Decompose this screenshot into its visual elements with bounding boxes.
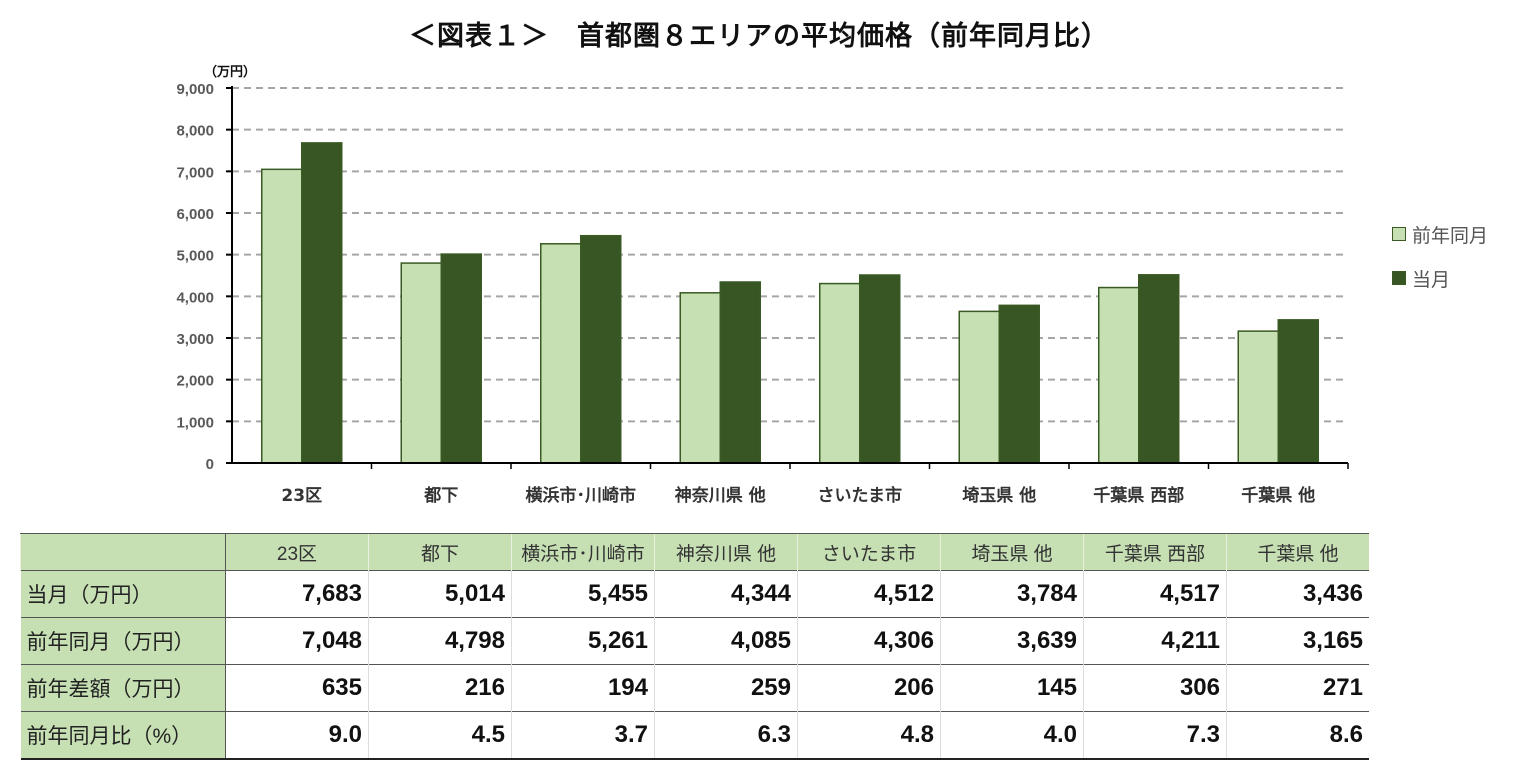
row-label: 当月（万円）	[20, 570, 226, 618]
table-cell: 7.3	[1083, 711, 1227, 759]
table-cell: 271	[1226, 664, 1369, 712]
table-cell: 9.0	[225, 711, 369, 759]
x-tick-label: 埼玉県 他	[962, 485, 1036, 506]
legend-swatch	[1392, 227, 1406, 241]
y-tick-label: 3,000	[176, 331, 214, 348]
table-cell: 7,683	[225, 570, 369, 618]
column-header: 横浜市･川崎市	[511, 533, 655, 571]
table-cell: 3,165	[1226, 617, 1369, 665]
bar	[400, 262, 442, 464]
column-header: 千葉県 他	[1226, 533, 1369, 571]
row-label: 前年差額（万円）	[20, 664, 226, 712]
bar	[719, 281, 761, 464]
y-axis-unit: （万円）	[204, 64, 256, 80]
column-header: 埼玉県 他	[940, 533, 1084, 571]
table-cell: 635	[225, 664, 369, 712]
table-row: 前年同月（万円） 7,048 4,798 5,261 4,085 4,306 3,639 4,…	[20, 617, 1369, 665]
x-tick-label: 横浜市･川崎市	[526, 485, 637, 506]
bar	[261, 168, 303, 464]
bar	[958, 310, 1000, 464]
x-tick-label: さいたま市	[818, 485, 903, 506]
row-label: 前年同月（万円）	[20, 617, 226, 665]
column-header: 都下	[368, 533, 512, 571]
table-cell: 206	[797, 664, 941, 712]
y-tick-label: 0	[206, 456, 214, 473]
table-cell: 4,306	[797, 617, 941, 665]
table-cell: 145	[940, 664, 1084, 712]
y-tick-label: 5,000	[176, 248, 214, 265]
bar	[580, 234, 622, 464]
table-cell: 5,455	[511, 570, 655, 618]
table-cell: 8.6	[1226, 711, 1369, 759]
table-cell: 4,517	[1083, 570, 1227, 618]
table-row: 前年同月比（%） 9.0 4.5 3.7 6.3 4.8 4.0 7.3 8.6	[20, 711, 1369, 759]
table-cell: 3,784	[940, 570, 1084, 618]
table-cell: 306	[1083, 664, 1227, 712]
bar-chart: 0 1,000 2,000 3,000 4,000 5,000 6,000 7,000 8,00…	[176, 64, 1349, 506]
legend-swatch	[1392, 271, 1406, 285]
table-cell: 4,211	[1083, 617, 1227, 665]
table-row: 当月（万円） 7,683 5,014 5,455 4,344 4,512 3,784 4,51…	[20, 570, 1369, 618]
legend-item-prev: 前年同月	[1392, 212, 1488, 256]
bar	[1277, 319, 1319, 464]
bar	[859, 274, 901, 464]
y-tick-label: 9,000	[176, 81, 214, 98]
table-cell: 4.8	[797, 711, 941, 759]
y-tick-label: 4,000	[176, 289, 214, 306]
column-header: さいたま市	[797, 533, 941, 571]
y-tick-label: 7,000	[176, 164, 214, 181]
table-cell: 6.3	[654, 711, 798, 759]
table-cell: 4,798	[368, 617, 512, 665]
y-tick-label: 8,000	[176, 123, 214, 140]
table-cell: 7,048	[225, 617, 369, 665]
legend-item-current: 当月	[1392, 256, 1488, 300]
table-cell: 216	[368, 664, 512, 712]
y-tick-label: 1,000	[176, 414, 214, 431]
legend: 前年同月 当月	[1392, 212, 1488, 300]
bar	[440, 253, 482, 464]
table-cell: 4,085	[654, 617, 798, 665]
column-header	[20, 533, 226, 571]
y-tick-label: 6,000	[176, 206, 214, 223]
column-header: 千葉県 西部	[1083, 533, 1227, 571]
table-cell: 194	[511, 664, 655, 712]
bar	[679, 292, 721, 464]
table-cell: 4,344	[654, 570, 798, 618]
x-tick-label: 神奈川県 他	[675, 485, 766, 506]
bar	[1138, 274, 1180, 464]
table-cell: 3,639	[940, 617, 1084, 665]
bar	[540, 243, 582, 464]
table-cell: 4,512	[797, 570, 941, 618]
row-label: 前年同月比（%）	[20, 711, 226, 759]
table-cell: 5,014	[368, 570, 512, 618]
bar	[1237, 330, 1279, 464]
x-tick-label: 23区	[281, 486, 322, 506]
x-tick-label: 千葉県 西部	[1093, 485, 1184, 506]
y-tick-label: 2,000	[176, 373, 214, 390]
column-header: 23区	[225, 533, 369, 571]
table-header-row: 23区 都下 横浜市･川崎市 神奈川県 他さいたま市 埼玉県 他千葉県 西部 千葉県 他	[20, 533, 1369, 571]
table-row: 前年差額（万円） 635 216 194 259 206 145 306 271	[20, 664, 1369, 712]
legend-label: 前年同月	[1412, 224, 1489, 247]
table-cell: 259	[654, 664, 798, 712]
table-cell: 3.7	[511, 711, 655, 759]
bar	[301, 142, 343, 464]
table-cell: 4.0	[940, 711, 1084, 759]
column-header: 神奈川県 他	[654, 533, 798, 571]
x-tick-label: 都下	[423, 485, 458, 506]
bar	[1098, 286, 1140, 464]
bar	[998, 304, 1040, 464]
legend-label: 当月	[1412, 268, 1451, 291]
data-table: 23区 都下 横浜市･川崎市 神奈川県 他さいたま市 埼玉県 他千葉県 西部 千葉県 他当…	[20, 533, 1369, 760]
table-cell: 4.5	[368, 711, 512, 759]
table-cell: 3,436	[1226, 570, 1369, 618]
chart-title: ＜図表１＞ 首都圏８エリアの平均価格（前年同月比）	[409, 21, 1109, 52]
table-cell: 5,261	[511, 617, 655, 665]
bar	[819, 282, 861, 464]
x-tick-label: 千葉県 他	[1241, 485, 1315, 506]
